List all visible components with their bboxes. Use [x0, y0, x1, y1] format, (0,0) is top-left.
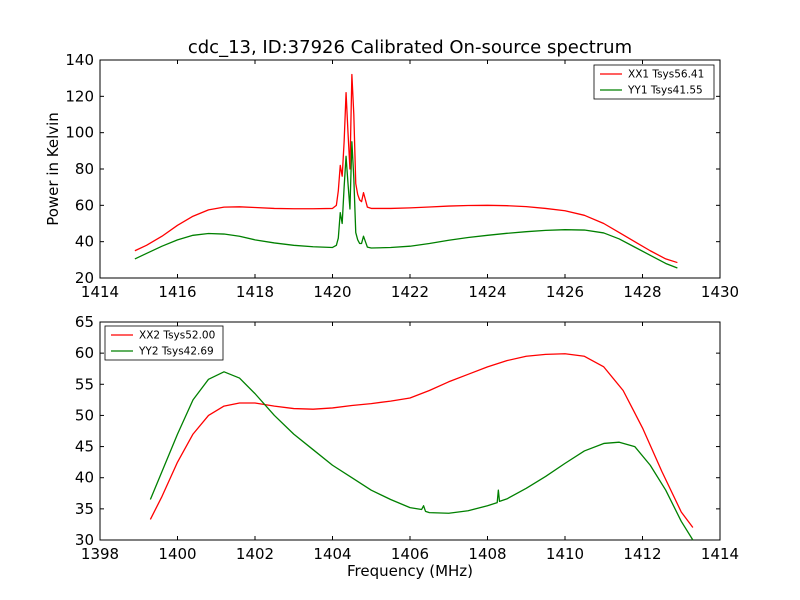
- top-subplot: 1414 1416 1418 1420 1422 1424 1426 1428 1430 20 40…: [44, 51, 739, 301]
- top-y-tick-label: 80: [75, 160, 94, 178]
- top-series-line-green: [134, 141, 678, 269]
- bottom-ticks: 1398 1400 1402 1404 1406 1408 1410 1412 1414 30 35…: [75, 313, 739, 563]
- top-x-tick-label: 1424: [468, 283, 506, 301]
- top-legend-box: [593, 64, 715, 100]
- bottom-x-tick-label: 1400: [158, 545, 196, 563]
- top-series-line-red: [134, 73, 678, 264]
- bottom-y-tick-label: 35: [75, 500, 94, 518]
- top-y-tick-label: 60: [75, 196, 94, 214]
- bottom-legend-label-yy2: YY2 Tsys42.69: [138, 346, 214, 358]
- top-x-tick-label: 1414: [81, 283, 119, 301]
- top-ticks: 1414 1416 1418 1420 1422 1424 1426 1428 1430 20 40…: [65, 51, 739, 301]
- top-x-tick-label: 1420: [313, 283, 351, 301]
- top-x-tick-label: 1426: [546, 283, 584, 301]
- top-y-tick-label: 140: [65, 51, 94, 69]
- bottom-y-tick-label: 60: [75, 344, 94, 362]
- bottom-series-line-green: [149, 371, 694, 541]
- bottom-x-tick-label: 1406: [391, 545, 429, 563]
- bottom-legend: XX2 Tsys52.00 YY2 Tsys42.69: [104, 325, 224, 361]
- bottom-legend-box: [104, 325, 224, 361]
- top-legend-label-xx1: XX1 Tsys56.41: [628, 69, 704, 81]
- bottom-subplot: 1398 1400 1402 1404 1406 1408 1410 1412 1414 30 35…: [75, 313, 739, 580]
- bottom-y-tick-label: 45: [75, 438, 94, 456]
- bottom-x-tick-label: 1402: [236, 545, 274, 563]
- top-y-tick-label: 100: [65, 124, 94, 142]
- top-x-tick-label: 1430: [701, 283, 739, 301]
- bottom-y-tick-label: 65: [75, 313, 94, 331]
- top-legend: XX1 Tsys56.41 YY1 Tsys41.55: [593, 64, 715, 100]
- top-x-tick-label: 1416: [158, 283, 196, 301]
- bottom-legend-label-xx2: XX2 Tsys52.00: [139, 330, 215, 342]
- bottom-x-tick-label: 1404: [313, 545, 351, 563]
- bottom-x-tick-label: 1412: [623, 545, 661, 563]
- top-y-tick-label: 20: [75, 269, 94, 287]
- top-x-tick-label: 1422: [391, 283, 429, 301]
- bottom-y-tick-label: 55: [75, 375, 94, 393]
- bottom-x-tick-label: 1414: [701, 545, 739, 563]
- bottom-y-tick-label: 40: [75, 469, 94, 487]
- bottom-y-tick-label: 50: [75, 406, 94, 424]
- bottom-x-tick-label: 1410: [546, 545, 584, 563]
- chart-title: cdc_13, ID:37926 Calibrated On-source sp…: [188, 37, 632, 58]
- bottom-x-axis-label: Frequency (MHz): [347, 562, 473, 580]
- top-y-tick-label: 40: [75, 233, 94, 251]
- top-series: [134, 73, 678, 269]
- bottom-series-line-red: [149, 353, 694, 528]
- top-x-tick-label: 1428: [623, 283, 661, 301]
- top-legend-label-yy1: YY1 Tsys41.55: [627, 85, 703, 97]
- bottom-series: [149, 353, 694, 541]
- top-y-tick-label: 120: [65, 87, 94, 105]
- top-x-tick-label: 1418: [236, 283, 274, 301]
- bottom-x-tick-label: 1408: [468, 545, 506, 563]
- top-y-axis-label: Power in Kelvin: [44, 112, 62, 226]
- bottom-x-tick-label: 1398: [81, 545, 119, 563]
- bottom-y-tick-label: 30: [75, 531, 94, 549]
